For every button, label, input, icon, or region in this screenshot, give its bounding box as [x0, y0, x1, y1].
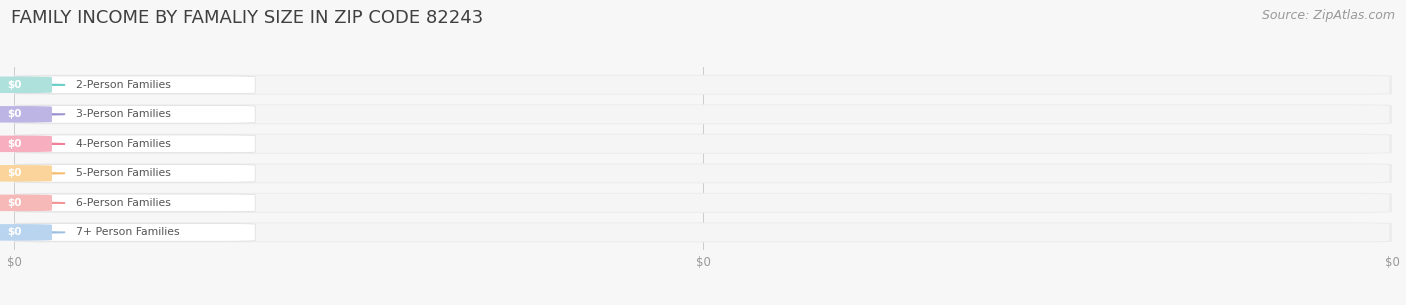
FancyBboxPatch shape — [17, 194, 1389, 212]
Text: $0: $0 — [7, 80, 21, 90]
FancyBboxPatch shape — [15, 224, 256, 241]
Circle shape — [15, 202, 65, 203]
Text: 4-Person Families: 4-Person Families — [76, 139, 172, 149]
Circle shape — [15, 84, 65, 85]
FancyBboxPatch shape — [0, 136, 52, 152]
FancyBboxPatch shape — [14, 134, 1392, 154]
FancyBboxPatch shape — [0, 165, 52, 181]
Circle shape — [15, 232, 65, 233]
FancyBboxPatch shape — [15, 164, 256, 182]
FancyBboxPatch shape — [0, 106, 52, 123]
FancyBboxPatch shape — [0, 224, 52, 241]
Text: $0: $0 — [7, 109, 21, 119]
FancyBboxPatch shape — [14, 193, 1392, 213]
FancyBboxPatch shape — [17, 164, 1389, 182]
FancyBboxPatch shape — [17, 76, 1389, 94]
FancyBboxPatch shape — [15, 76, 256, 94]
Circle shape — [15, 143, 65, 144]
Text: $0: $0 — [7, 139, 21, 149]
FancyBboxPatch shape — [14, 222, 1392, 242]
Text: 3-Person Families: 3-Person Families — [76, 109, 172, 119]
Text: $0: $0 — [7, 168, 21, 178]
Text: FAMILY INCOME BY FAMALIY SIZE IN ZIP CODE 82243: FAMILY INCOME BY FAMALIY SIZE IN ZIP COD… — [11, 9, 484, 27]
FancyBboxPatch shape — [14, 163, 1392, 183]
FancyBboxPatch shape — [0, 195, 52, 211]
Text: 5-Person Families: 5-Person Families — [76, 168, 172, 178]
FancyBboxPatch shape — [15, 194, 256, 212]
FancyBboxPatch shape — [14, 104, 1392, 124]
FancyBboxPatch shape — [17, 135, 1389, 153]
Text: 6-Person Families: 6-Person Families — [76, 198, 172, 208]
Text: 2-Person Families: 2-Person Families — [76, 80, 172, 90]
FancyBboxPatch shape — [14, 75, 1392, 95]
Text: $0: $0 — [7, 198, 21, 208]
FancyBboxPatch shape — [15, 106, 256, 123]
FancyBboxPatch shape — [17, 105, 1389, 123]
FancyBboxPatch shape — [0, 77, 52, 93]
Circle shape — [15, 114, 65, 115]
Circle shape — [15, 173, 65, 174]
FancyBboxPatch shape — [17, 223, 1389, 241]
Text: Source: ZipAtlas.com: Source: ZipAtlas.com — [1261, 9, 1395, 22]
FancyBboxPatch shape — [15, 135, 256, 153]
Text: $0: $0 — [7, 228, 21, 237]
Text: 7+ Person Families: 7+ Person Families — [76, 228, 180, 237]
